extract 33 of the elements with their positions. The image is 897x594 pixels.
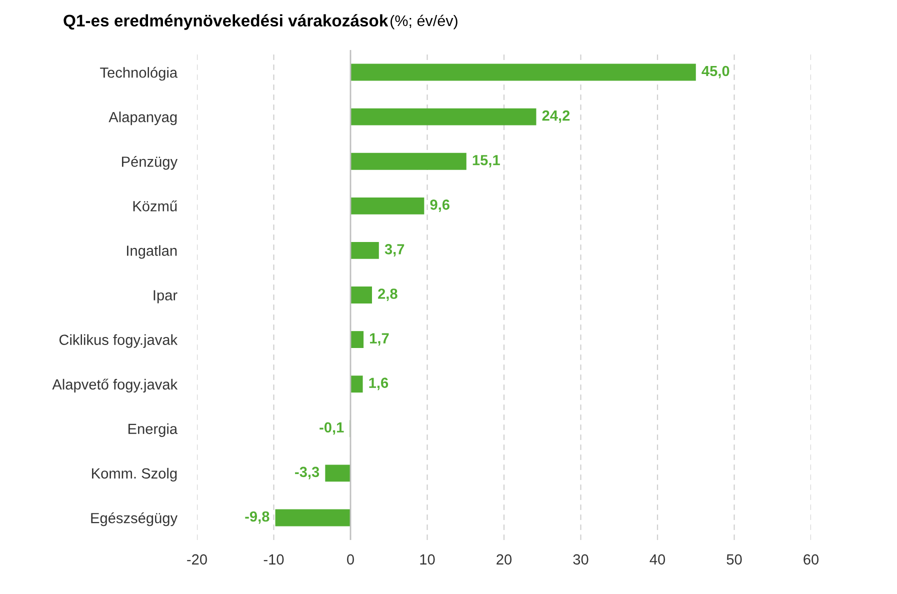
y-tick-label: Pénzügy <box>122 156 178 170</box>
data-label: 3,7 <box>384 244 404 256</box>
x-tick-label: 60 <box>804 554 819 565</box>
data-label: -3,3 <box>295 466 320 480</box>
x-tick-label: 10 <box>420 554 435 565</box>
data-label: 2,8 <box>378 288 398 302</box>
data-label: 24,2 <box>542 110 570 123</box>
x-tick-label: -10 <box>264 554 284 565</box>
y-tick-label: Ciklikus fogy.javak <box>59 334 178 348</box>
y-tick-label: Komm. Szolg <box>92 468 177 482</box>
y-tick-label: Alapvető fogy.javak <box>52 378 178 392</box>
data-label: -0,1 <box>320 422 344 435</box>
chart-subtitle: (%; év/év) <box>390 14 458 30</box>
data-label: 1,6 <box>369 378 388 390</box>
y-tick-label: Alapanyag <box>108 112 177 126</box>
data-label: 45,0 <box>702 66 730 78</box>
y-tick-label: Ipar <box>154 290 178 304</box>
y-tick-label: Egészségügy <box>91 512 178 526</box>
x-tick-label: 40 <box>650 554 666 565</box>
y-tick-label: Közmű <box>133 200 177 212</box>
y-tick-label: Energia <box>128 423 178 437</box>
x-tick-label: 50 <box>726 554 742 565</box>
x-tick-label: 0 <box>347 554 354 565</box>
y-tick-label: Ingatlan <box>127 245 177 259</box>
data-label: 15,1 <box>472 155 500 168</box>
chart-title: Q1-es eredménynövekedési várakozások <box>64 14 388 30</box>
x-tick-label: 20 <box>496 554 512 565</box>
x-tick-label: 30 <box>573 554 588 565</box>
data-label: 1,7 <box>370 333 389 346</box>
data-label: 9,6 <box>430 199 450 212</box>
data-label: -9,8 <box>245 511 270 524</box>
x-tick-label: -20 <box>187 554 207 565</box>
y-tick-label: Technológia <box>100 66 178 81</box>
